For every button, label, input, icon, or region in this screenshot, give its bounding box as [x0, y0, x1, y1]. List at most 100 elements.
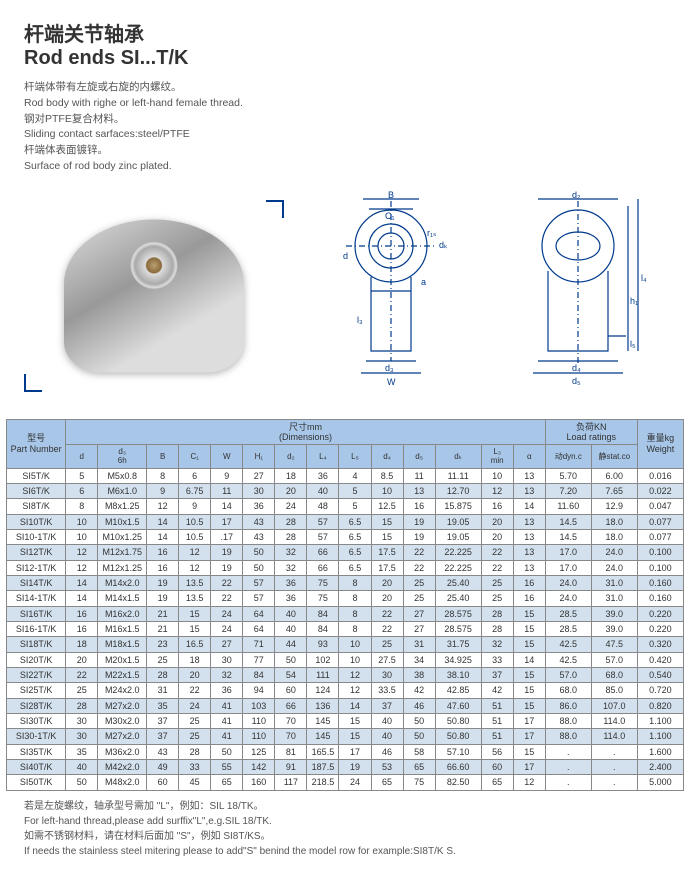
table-cell: 22	[481, 560, 513, 575]
table-cell: 14	[513, 652, 545, 667]
table-cell: 57	[307, 529, 339, 544]
table-cell: 0.022	[637, 483, 683, 498]
table-cell: 16	[66, 606, 98, 621]
table-cell: 9	[179, 499, 211, 514]
table-cell: 20	[66, 652, 98, 667]
title-cn: 杆端关节轴承	[24, 18, 666, 47]
table-cell: 8	[339, 591, 371, 606]
table-cell: .	[545, 760, 591, 775]
table-cell: 50	[275, 652, 307, 667]
table-cell: 5.000	[637, 775, 683, 790]
table-cell: 60	[481, 760, 513, 775]
table-cell: 110	[243, 714, 275, 729]
table-cell: 42.5	[545, 652, 591, 667]
table-cell: 114.0	[591, 714, 637, 729]
table-cell: 57	[307, 514, 339, 529]
table-cell: 31	[403, 637, 435, 652]
table-cell: 103	[243, 698, 275, 713]
table-cell: 40	[307, 483, 339, 498]
table-cell: 8	[339, 606, 371, 621]
table-cell: SI5T/K	[7, 468, 66, 483]
col-header: 静stat.co	[591, 445, 637, 468]
table-cell: 31.0	[591, 575, 637, 590]
table-row: SI18T/K18M18x1.52316.52771449310253131.7…	[7, 637, 684, 652]
footer-line: 若是左旋螺纹，轴承型号需加 "L"，例如：SIL 18/TK。	[24, 799, 666, 814]
table-cell: 50.80	[435, 729, 481, 744]
table-cell: 12	[481, 483, 513, 498]
table-cell: 12.70	[435, 483, 481, 498]
table-cell: 8	[66, 499, 98, 514]
table-cell: 47.60	[435, 698, 481, 713]
table-cell: 111	[307, 668, 339, 683]
table-cell: 18	[275, 468, 307, 483]
table-cell: 31	[147, 683, 179, 698]
table-cell: 38.10	[435, 668, 481, 683]
table-cell: 8.5	[371, 468, 403, 483]
table-cell: 15	[179, 622, 211, 637]
table-cell: SI40T/K	[7, 760, 66, 775]
table-cell: 136	[307, 698, 339, 713]
table-cell: 36	[275, 591, 307, 606]
table-cell: 24	[211, 622, 243, 637]
table-cell: 17	[513, 729, 545, 744]
table-cell: 16	[147, 545, 179, 560]
table-cell: 51	[481, 698, 513, 713]
desc-line: Sliding contact sarfaces:steel/PTFE	[24, 127, 666, 143]
table-cell: SI16T/K	[7, 606, 66, 621]
table-cell: 38	[403, 668, 435, 683]
table-row: SI12-1T/K12M12x1.251612195032666.517.522…	[7, 560, 684, 575]
table-cell: 0.016	[637, 468, 683, 483]
table-cell: 42	[403, 683, 435, 698]
svg-text:d₅: d₅	[572, 376, 581, 386]
table-row: SI8T/K8M8x1.2512914362448512.51615.87516…	[7, 499, 684, 514]
table-cell: 86.0	[545, 698, 591, 713]
table-cell: 25	[481, 575, 513, 590]
table-cell: 12.5	[371, 499, 403, 514]
table-cell: M27x2.0	[98, 698, 147, 713]
table-cell: 10	[371, 483, 403, 498]
table-cell: .	[545, 775, 591, 790]
table-cell: 30	[243, 483, 275, 498]
table-cell: 13.5	[179, 591, 211, 606]
technical-diagrams: B C₁ d r₁ₛ dₖ a l₃ d₃ W d₂	[302, 191, 666, 401]
col-header: L₃ min	[481, 445, 513, 468]
table-cell: 18.0	[591, 514, 637, 529]
table-cell: 25	[371, 637, 403, 652]
table-cell: 19	[211, 545, 243, 560]
table-cell: 66	[307, 545, 339, 560]
table-row: SI25T/K25M24x2.031223694601241233.54242.…	[7, 683, 684, 698]
table-cell: 110	[243, 729, 275, 744]
table-cell: 70	[275, 729, 307, 744]
table-cell: 94	[243, 683, 275, 698]
table-cell: 82.50	[435, 775, 481, 790]
table-row: SI16-1T/K16M16x1.52115246440848222728.57…	[7, 622, 684, 637]
table-cell: 31.0	[591, 591, 637, 606]
table-cell: 160	[243, 775, 275, 790]
svg-text:l₄: l₄	[641, 273, 647, 283]
table-cell: 25	[403, 591, 435, 606]
table-cell: 45	[179, 775, 211, 790]
table-cell: 31.75	[435, 637, 481, 652]
table-cell: 50	[211, 744, 243, 759]
table-cell: 187.5	[307, 760, 339, 775]
spec-table: 型号 Part Number 尺寸mm (Dimensions) 负荷KN Lo…	[6, 419, 684, 791]
table-cell: 24.0	[591, 545, 637, 560]
col-header: L₅	[339, 445, 371, 468]
table-cell: 15	[513, 637, 545, 652]
table-cell: SI20T/K	[7, 652, 66, 667]
table-row: SI22T/K22M22x1.5282032845411112303838.10…	[7, 668, 684, 683]
table-cell: 19	[403, 514, 435, 529]
table-cell: 27	[243, 468, 275, 483]
table-cell: 39.0	[591, 622, 637, 637]
svg-text:l₃: l₃	[357, 315, 363, 325]
table-cell: 9	[147, 483, 179, 498]
col-header: L₄	[307, 445, 339, 468]
col-load: 负荷KN Load ratings	[545, 419, 637, 445]
svg-text:d₂: d₂	[572, 191, 581, 200]
table-cell: 47.5	[591, 637, 637, 652]
table-cell: 13	[513, 529, 545, 544]
table-row: SI30-1T/K30M27x2.03725411107014515405050…	[7, 729, 684, 744]
table-cell: 88.0	[545, 729, 591, 744]
table-cell: 10.5	[179, 529, 211, 544]
rod-end-image	[64, 219, 244, 372]
